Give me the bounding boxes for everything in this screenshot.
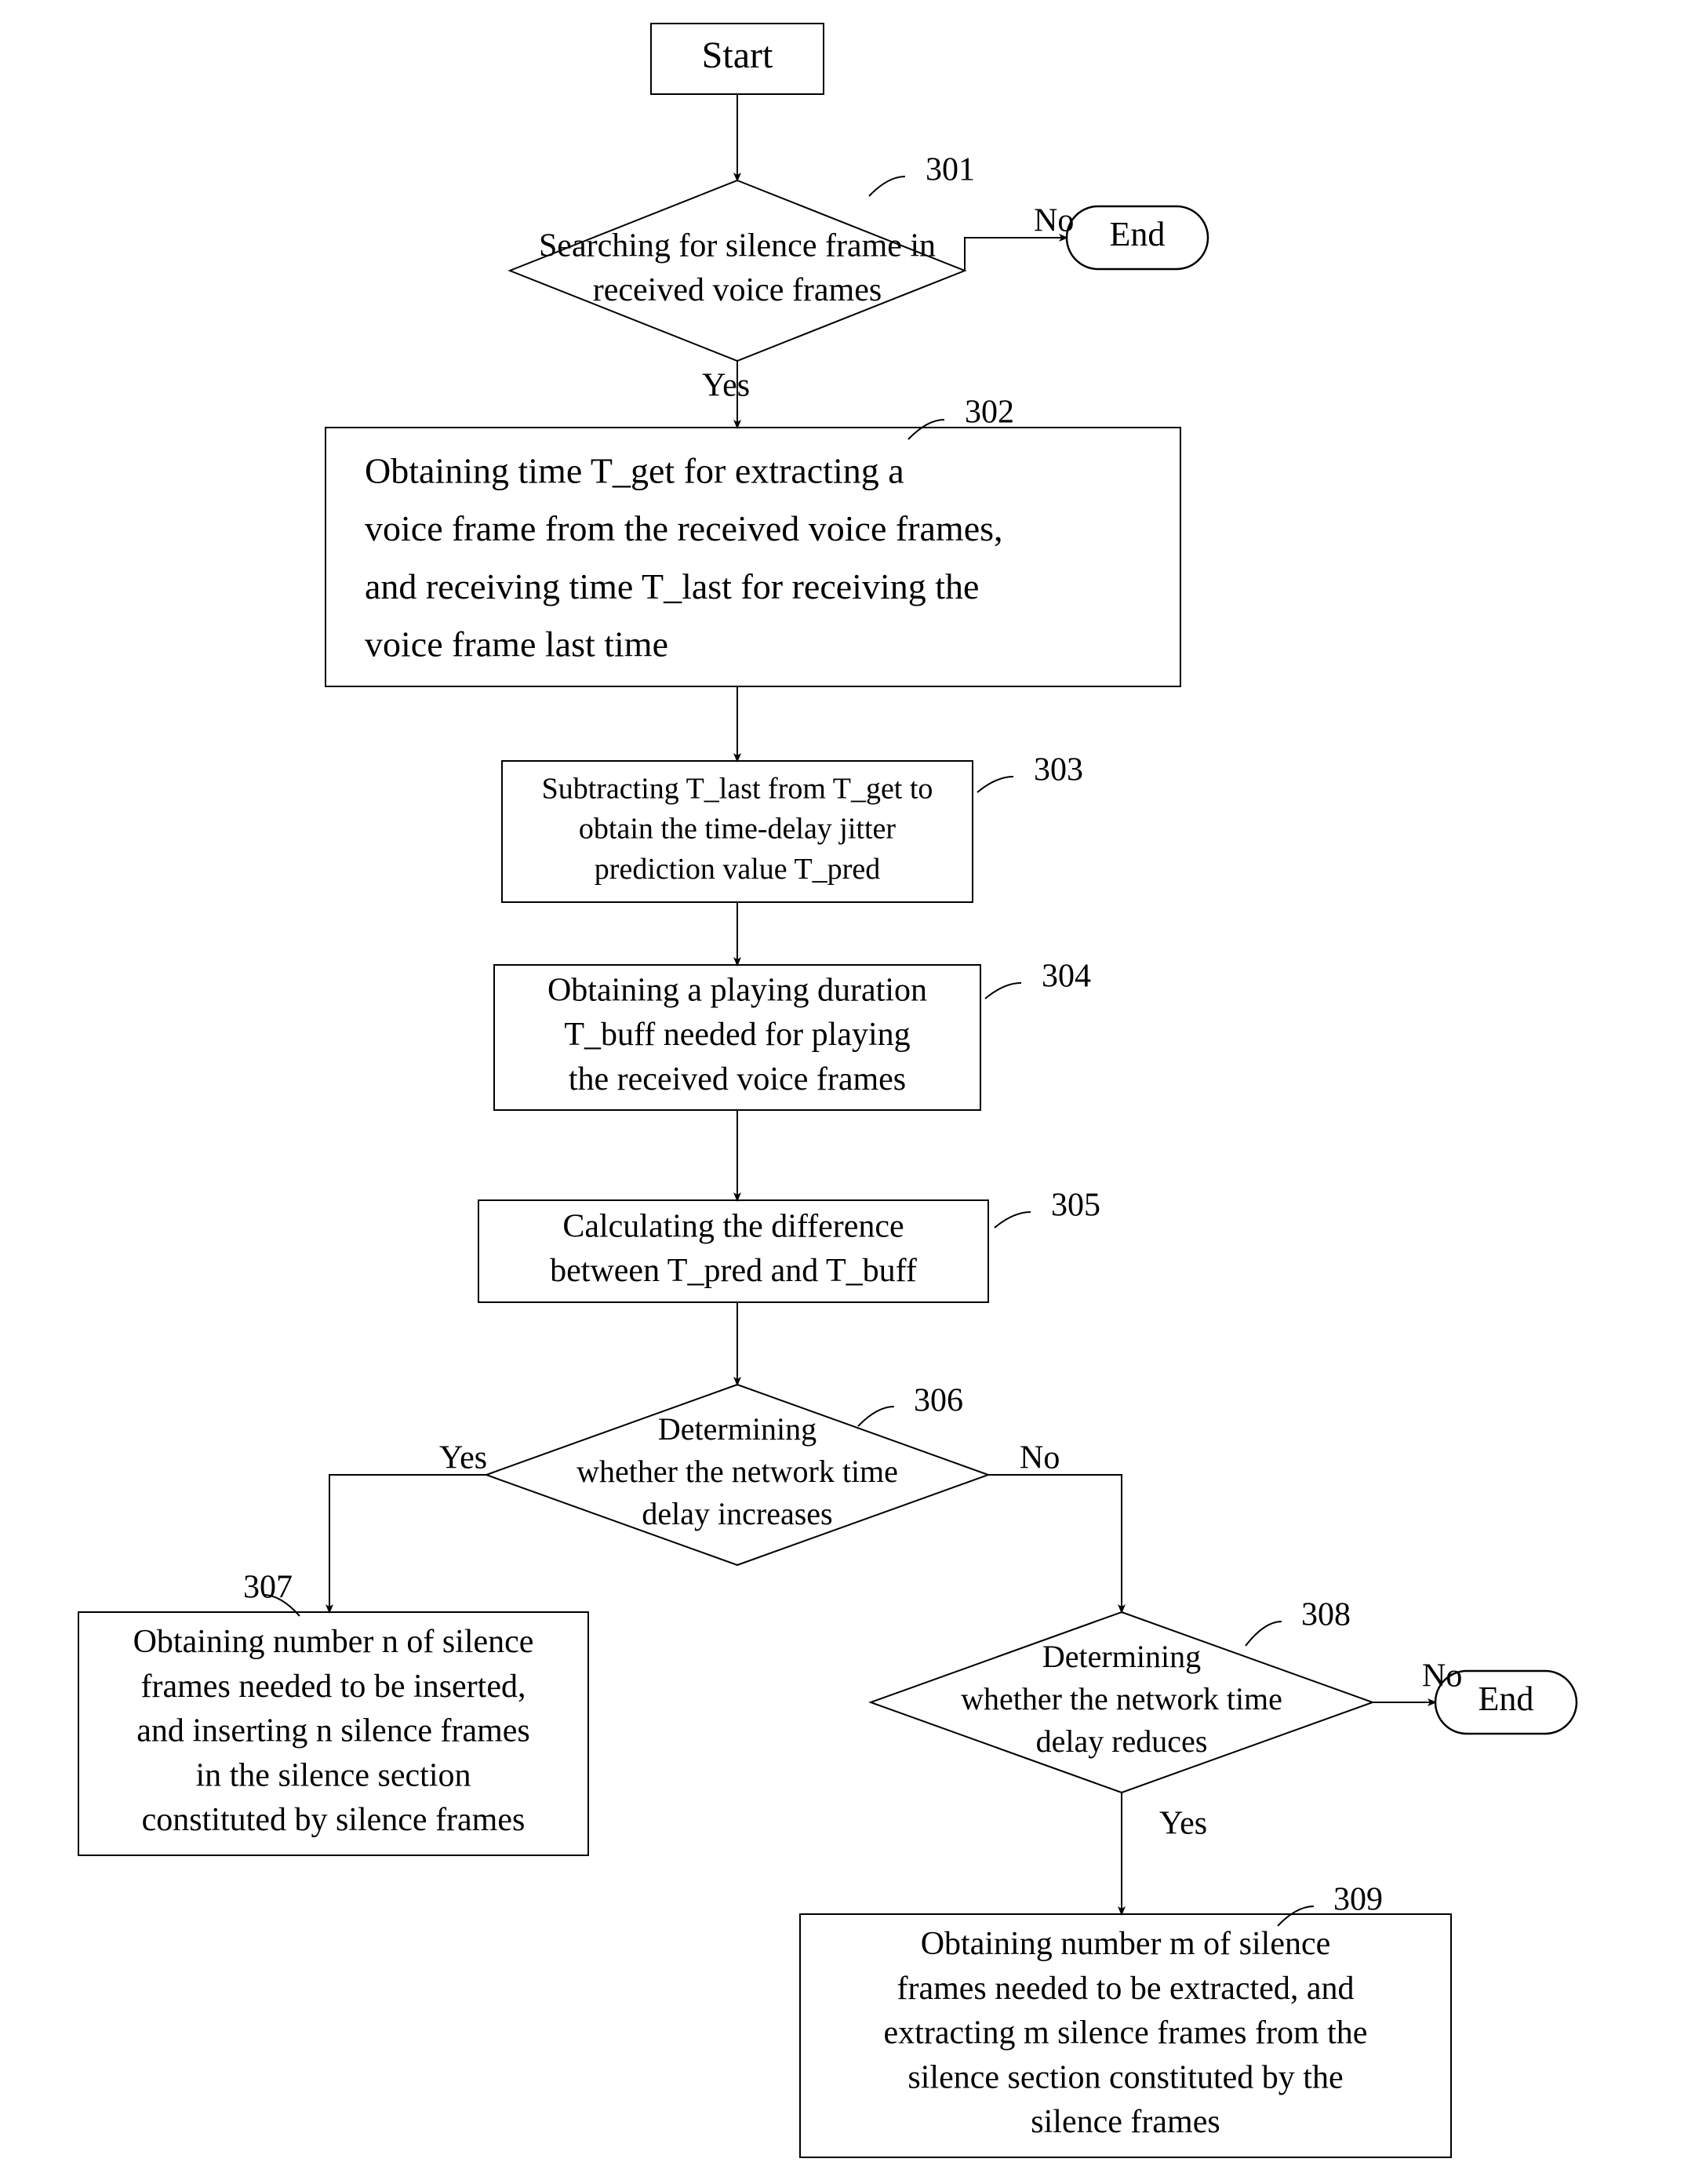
svg-text:whether the network time: whether the network time (576, 1454, 898, 1489)
svg-text:Obtaining time T_get for extra: Obtaining time T_get for extracting a (365, 451, 904, 491)
node-start: Start (651, 24, 824, 94)
label-l309: 309 (1333, 1882, 1383, 1918)
leader-0 (869, 177, 905, 196)
label-yes1: Yes (702, 368, 750, 404)
svg-text:Obtaining a playing duration: Obtaining a playing duration (547, 972, 927, 1008)
leader-4 (995, 1212, 1031, 1228)
edge-2 (965, 238, 1067, 271)
label-l306: 306 (914, 1383, 963, 1419)
svg-text:received voice frames: received voice frames (593, 272, 882, 308)
node-b304: Obtaining a playing duration T_buff neede… (494, 965, 980, 1110)
svg-text:Calculating the difference: Calculating the difference (562, 1208, 904, 1244)
label-l307: 307 (243, 1570, 293, 1606)
svg-text:silence section constituted by: silence section constituted by the (907, 2059, 1343, 2095)
svg-text:obtain the time-delay jitter: obtain the time-delay jitter (579, 813, 896, 846)
svg-text:Determining: Determining (658, 1411, 817, 1447)
node-b307: Obtaining number n of silence frames need… (78, 1612, 588, 1855)
svg-text:T_buff needed for playing: T_buff needed for playing (564, 1017, 910, 1053)
label-l301: 301 (926, 152, 975, 188)
node-b302: Obtaining time T_get for extracting a voi… (326, 428, 1180, 686)
svg-text:in the silence section: in the silence section (195, 1757, 471, 1793)
edge-8 (988, 1475, 1122, 1612)
label-yes2: Yes (439, 1440, 487, 1476)
svg-text:frames needed to be extracted,: frames needed to be extracted, and (897, 1971, 1354, 2007)
label-yes3: Yes (1159, 1806, 1207, 1842)
node-b309: Obtaining number m of silence frames need… (800, 1914, 1451, 2157)
svg-text:the received voice frames: the received voice frames (569, 1061, 906, 1097)
label-l304: 304 (1042, 959, 1091, 995)
svg-text:constituted by silence frames: constituted by silence frames (142, 1802, 526, 1838)
leader-2 (977, 777, 1013, 792)
node-b303: Subtracting T_last from T_get to obtain t… (502, 761, 973, 902)
node-d308: Determining whether the network time delay… (871, 1612, 1373, 1793)
svg-text:frames needed to be inserted,: frames needed to be inserted, (141, 1669, 526, 1705)
svg-text:whether the network time: whether the network time (961, 1681, 1282, 1716)
label-l303: 303 (1034, 752, 1083, 788)
svg-text:voice frame from the received: voice frame from the received voice fram… (365, 508, 1003, 548)
svg-text:Obtaining number m of silence: Obtaining number m of silence (921, 1926, 1331, 1962)
svg-text:extracting m silence frames fr: extracting m silence frames from the (884, 2015, 1368, 2051)
label-no3: No (1422, 1658, 1462, 1694)
svg-text:between T_pred and T_buff: between T_pred and T_buff (550, 1253, 917, 1289)
svg-text:End: End (1110, 215, 1166, 253)
svg-text:delay increases: delay increases (642, 1496, 832, 1531)
node-d306: Determining whether the network time delay… (486, 1385, 988, 1565)
flowchart: Start Searching for silence frame in recei… (0, 0, 1684, 2184)
edge-7 (329, 1475, 486, 1612)
leader-3 (985, 983, 1021, 999)
label-l302: 302 (965, 395, 1014, 431)
label-no2: No (1020, 1440, 1060, 1476)
label-l305: 305 (1051, 1188, 1100, 1224)
node-end1: End (1067, 206, 1208, 269)
svg-text:delay reduces: delay reduces (1036, 1724, 1208, 1759)
node-d301: Searching for silence frame in received v… (510, 180, 965, 361)
svg-text:and inserting n silence frames: and inserting n silence frames (136, 1713, 530, 1749)
svg-text:Searching for silence frame in: Searching for silence frame in (539, 228, 936, 264)
leader-5 (858, 1407, 894, 1426)
svg-text:silence frames: silence frames (1031, 2104, 1220, 2140)
leader-7 (1246, 1622, 1282, 1646)
svg-text:Determining: Determining (1042, 1639, 1201, 1674)
svg-text:Start: Start (702, 35, 773, 76)
svg-text:and receiving time T_last for: and receiving time T_last for receiving … (365, 566, 979, 606)
svg-text:Obtaining number n of silence: Obtaining number n of silence (133, 1624, 534, 1660)
svg-text:prediction value T_pred: prediction value T_pred (595, 853, 880, 886)
label-no1: No (1034, 203, 1074, 239)
svg-text:End: End (1479, 1680, 1534, 1718)
label-l308: 308 (1301, 1597, 1351, 1633)
svg-text:voice frame last time: voice frame last time (365, 624, 668, 664)
node-b305: Calculating the difference between T_pred… (478, 1200, 988, 1302)
svg-text:Subtracting T_last from T_get: Subtracting T_last from T_get to (542, 772, 933, 805)
